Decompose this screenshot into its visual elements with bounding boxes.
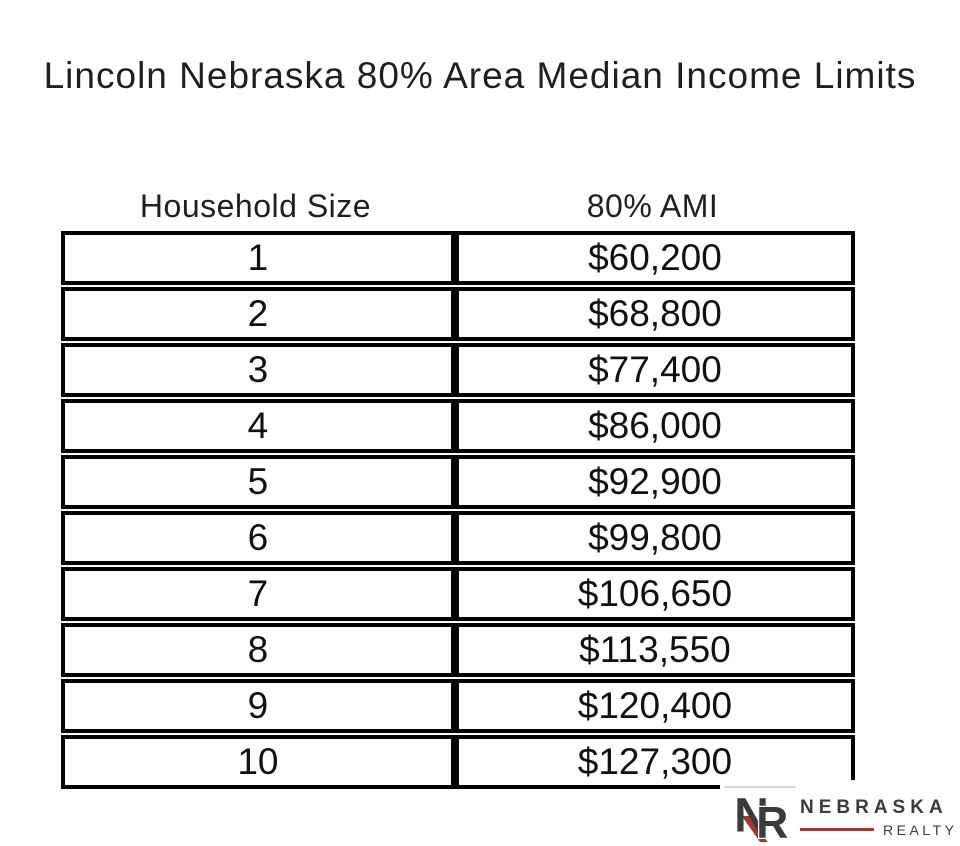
household-size-cell: 10: [61, 735, 455, 789]
ami-limits-table-body: 1 $60,200 2 $68,800 3 $77,400 4 $86,000 …: [61, 231, 855, 789]
column-header-household-size: Household Size: [139, 188, 372, 224]
ami-limits-table: 1 $60,200 2 $68,800 3 $77,400 4 $86,000 …: [61, 229, 855, 791]
ami-value-cell: $68,800: [454, 287, 855, 341]
brand-sub-name: REALTY: [883, 821, 958, 838]
logo-content: N R NEBRASKA REALTY: [734, 790, 957, 844]
brand-sub-row: REALTY: [800, 822, 957, 838]
household-size-cell: 2: [61, 287, 455, 341]
table-row: 4 $86,000: [61, 399, 855, 453]
table-column-headers: Household Size 80% AMI: [61, 188, 855, 225]
table-row: 7 $106,650: [61, 567, 855, 621]
monogram-letter-n: N: [734, 790, 769, 842]
household-size-cell: 8: [61, 623, 455, 677]
ami-value-cell: $77,400: [454, 343, 855, 397]
table-row: 3 $77,400: [61, 343, 855, 397]
table-row: 8 $113,550: [61, 623, 855, 677]
ami-value-cell: $120,400: [454, 679, 855, 733]
nebraska-realty-logo: N R NEBRASKA REALTY: [720, 780, 960, 846]
brand-name: NEBRASKA: [800, 796, 948, 818]
column-header-ami: 80% AMI: [586, 188, 719, 224]
household-size-cell: 6: [61, 511, 455, 565]
nr-monogram-icon: N R: [734, 790, 789, 844]
ami-value-cell: $60,200: [454, 231, 855, 285]
table-border-remnant: [724, 786, 796, 788]
logo-wordmark: NEBRASKA REALTY: [800, 797, 957, 838]
household-size-cell: 4: [61, 399, 455, 453]
monogram-letter-r: R: [756, 798, 788, 844]
ami-value-cell: $92,900: [454, 455, 855, 509]
monogram-red-slash: [741, 816, 768, 843]
page-title: Lincoln Nebraska 80% Area Median Income …: [43, 54, 917, 96]
household-size-cell: 1: [61, 231, 455, 285]
ami-value-cell: $86,000: [454, 399, 855, 453]
household-size-cell: 5: [61, 455, 455, 509]
table-row: 2 $68,800: [61, 287, 855, 341]
household-size-cell: 7: [61, 567, 455, 621]
table-row: 5 $92,900: [61, 455, 855, 509]
household-size-cell: 3: [61, 343, 455, 397]
brand-red-underline: [800, 828, 874, 831]
table-row: 1 $60,200: [61, 231, 855, 285]
ami-value-cell: $113,550: [454, 623, 855, 677]
ami-value-cell: $106,650: [454, 567, 855, 621]
table-row: 9 $120,400: [61, 679, 855, 733]
ami-value-cell: $99,800: [454, 511, 855, 565]
table-row: 6 $99,800: [61, 511, 855, 565]
household-size-cell: 9: [61, 679, 455, 733]
